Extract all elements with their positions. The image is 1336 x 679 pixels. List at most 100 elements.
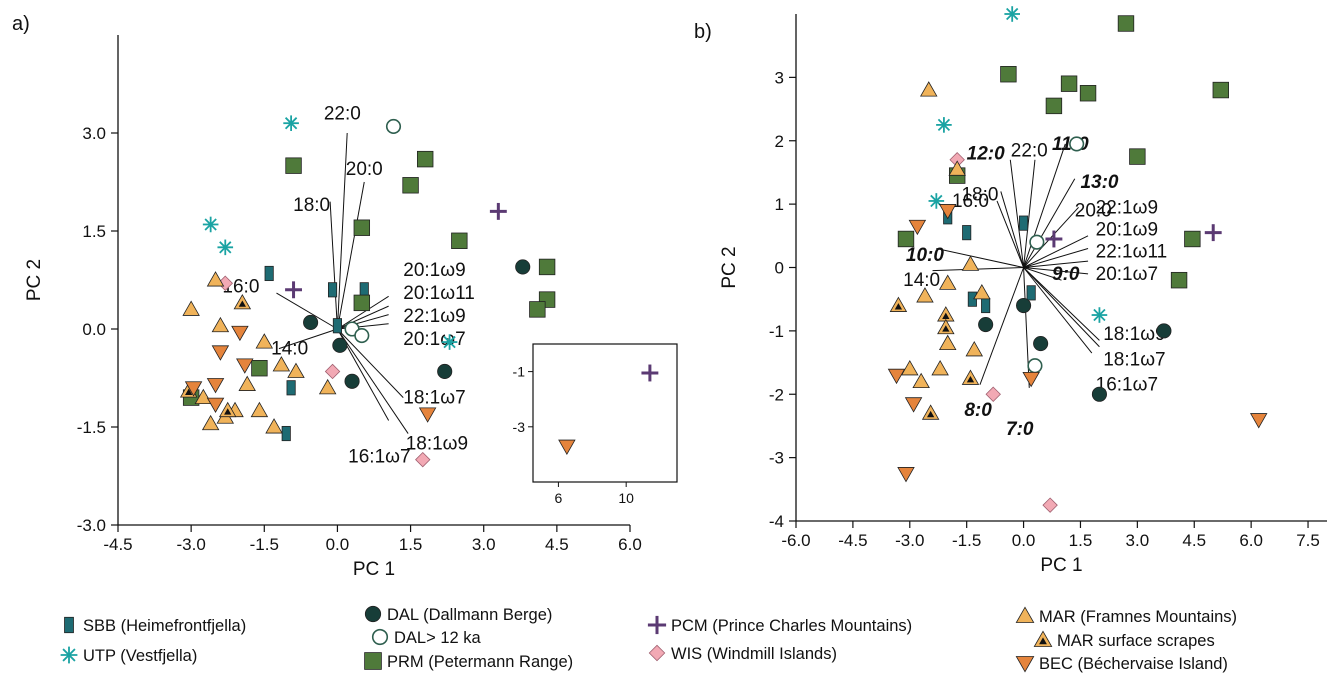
y-tick-label: 3 (775, 68, 784, 87)
y-tick-label: -2 (769, 385, 784, 404)
data-point (318, 378, 337, 395)
marker-body (515, 259, 531, 275)
x-tick-label: 0.0 (1012, 531, 1036, 550)
data-point (344, 373, 360, 389)
marker-body (201, 414, 220, 431)
data-point (303, 314, 319, 331)
x-tick-label: 3.0 (472, 535, 496, 554)
marker-body (938, 204, 957, 220)
marker-body (1091, 386, 1107, 402)
loading-label: 18:0 (961, 185, 998, 206)
marker-core (942, 312, 950, 319)
marker-body (206, 397, 225, 413)
y-axis-title: PC 2 (719, 246, 740, 288)
loading-vector (336, 132, 348, 330)
marker-body (1016, 297, 1032, 314)
marker-body (529, 301, 546, 318)
loading-label: 22:1ω9 (1096, 197, 1158, 218)
data-point (353, 219, 371, 236)
data-point (981, 297, 991, 314)
loading-vector (1023, 206, 1079, 268)
data-point (231, 325, 249, 342)
marker-body (938, 334, 957, 350)
data-point (1069, 136, 1085, 152)
inset-plot: 6 10 -1 -3 (513, 343, 678, 506)
marker-body (332, 318, 342, 334)
marker-body (938, 274, 957, 290)
data-point (887, 368, 906, 385)
data-point (1204, 224, 1222, 242)
inset-data-point (641, 364, 659, 382)
loading-label: 16:0 (222, 277, 259, 298)
marker-body (912, 372, 930, 389)
data-point (1060, 75, 1078, 92)
loading-vector (1023, 267, 1062, 281)
data-point (281, 425, 291, 442)
legend-item-dalo: DAL> 12 ka (371, 628, 482, 647)
marker-body (931, 360, 949, 376)
data-point (1091, 386, 1107, 402)
marker-body (437, 363, 453, 380)
legend-marker (1015, 606, 1035, 623)
marker-body (303, 314, 319, 331)
marker-body (286, 380, 296, 396)
marker-body (961, 255, 980, 271)
marker-body (231, 325, 249, 342)
loading-vector (936, 247, 1024, 268)
legend-label: SBB (Heimefrontfjella) (83, 617, 246, 635)
marker-body (1042, 497, 1058, 513)
marker-core (185, 388, 193, 395)
x-tick-label: 7.5 (1296, 531, 1320, 550)
loading-label: 16:0 (952, 191, 989, 212)
marker-body (1249, 413, 1268, 429)
marker-body (904, 397, 923, 413)
marker-body (1170, 271, 1188, 289)
loading-vector (1023, 267, 1100, 348)
loading-label: 18:0 (293, 195, 330, 216)
legend-item-mar: MAR (Framnes Mountains) (1015, 606, 1237, 626)
data-point (1042, 497, 1058, 513)
marker-body (364, 605, 382, 623)
loading-label: 18:1ω9 (1103, 324, 1165, 345)
marker-body (353, 219, 371, 236)
marker-body (916, 287, 934, 303)
data-point (973, 283, 991, 300)
loading-vector (329, 201, 338, 330)
marker-core (1039, 637, 1047, 645)
x-tick-label: 4.5 (545, 535, 569, 554)
x-tick-label: 6.0 (618, 535, 642, 554)
marker-body (250, 401, 269, 418)
loading-label: 20:1ω7 (403, 329, 465, 350)
loading-label: 20:1ω9 (1096, 219, 1158, 240)
y-tick-label: -1 (769, 322, 784, 341)
legend-marker (364, 605, 382, 623)
loading-label: 20:1ω7 (1096, 264, 1158, 285)
data-point (265, 418, 283, 434)
x-tick-label: -4.5 (838, 531, 867, 550)
legend-marker (60, 646, 78, 664)
data-point (233, 294, 252, 310)
x-tick-label: -1.5 (250, 535, 279, 554)
data-point (961, 369, 980, 385)
loading-label: 9:0 (1052, 264, 1080, 285)
data-point (1045, 97, 1063, 115)
marker-body (318, 378, 337, 395)
marker-body (332, 337, 348, 353)
data-point (1016, 297, 1032, 314)
marker-body (1015, 656, 1035, 673)
data-point (1212, 81, 1230, 99)
marker-core (224, 408, 232, 415)
data-point (353, 294, 371, 312)
data-point (1091, 307, 1108, 323)
legend-marker (648, 644, 666, 662)
y-axis-title: PC 2 (24, 259, 45, 301)
x-tick-label: 4.5 (1182, 531, 1206, 550)
loading-vector (278, 328, 338, 350)
legend-item-prm: PRM (Petermann Range) (364, 652, 573, 671)
loading-vector (1023, 235, 1089, 268)
marker-body (354, 327, 370, 344)
data-point (897, 230, 915, 248)
data-point (251, 359, 268, 377)
data-point (916, 287, 934, 303)
marker-body (402, 177, 419, 194)
